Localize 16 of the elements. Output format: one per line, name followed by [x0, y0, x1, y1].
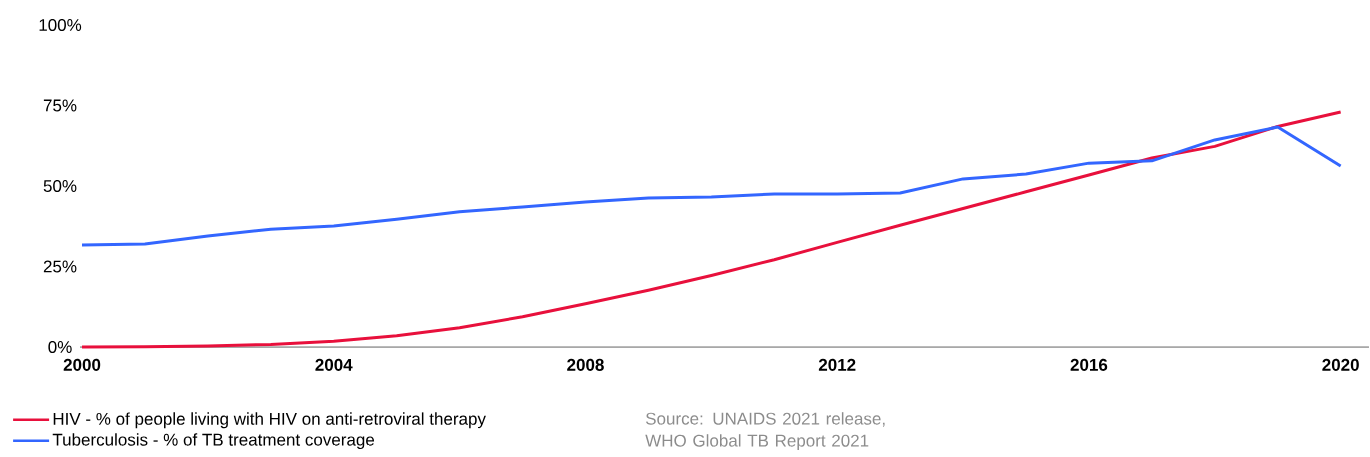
x-tick-label: 2016 — [1070, 358, 1108, 371]
legend-label: HIV - % of people living with HIV on anti-retroviral therapy — [53, 412, 486, 429]
x-tick-label: 2008 — [567, 358, 604, 371]
y-tick-label: 50% — [43, 179, 77, 193]
y-tick-label: 75% — [43, 99, 77, 112]
line-series — [80, 125, 1343, 247]
x-tick-label: 2000 — [63, 358, 101, 371]
y-tick-label: 0% — [48, 340, 72, 354]
y-tick-label: 100% — [39, 18, 82, 32]
line-series — [80, 110, 1343, 349]
legend-label: Tuberculosis - % of TB treatment coverage — [52, 433, 375, 450]
source-note: Source: UNAIDS 2021 release, WHO Global TB Report 2021 — [645, 412, 885, 451]
x-tick-label: 2020 — [1322, 358, 1359, 371]
x-tick-label: 2004 — [315, 358, 353, 371]
x-tick-label: 2012 — [818, 358, 856, 371]
y-tick-label: 25% — [43, 260, 77, 273]
